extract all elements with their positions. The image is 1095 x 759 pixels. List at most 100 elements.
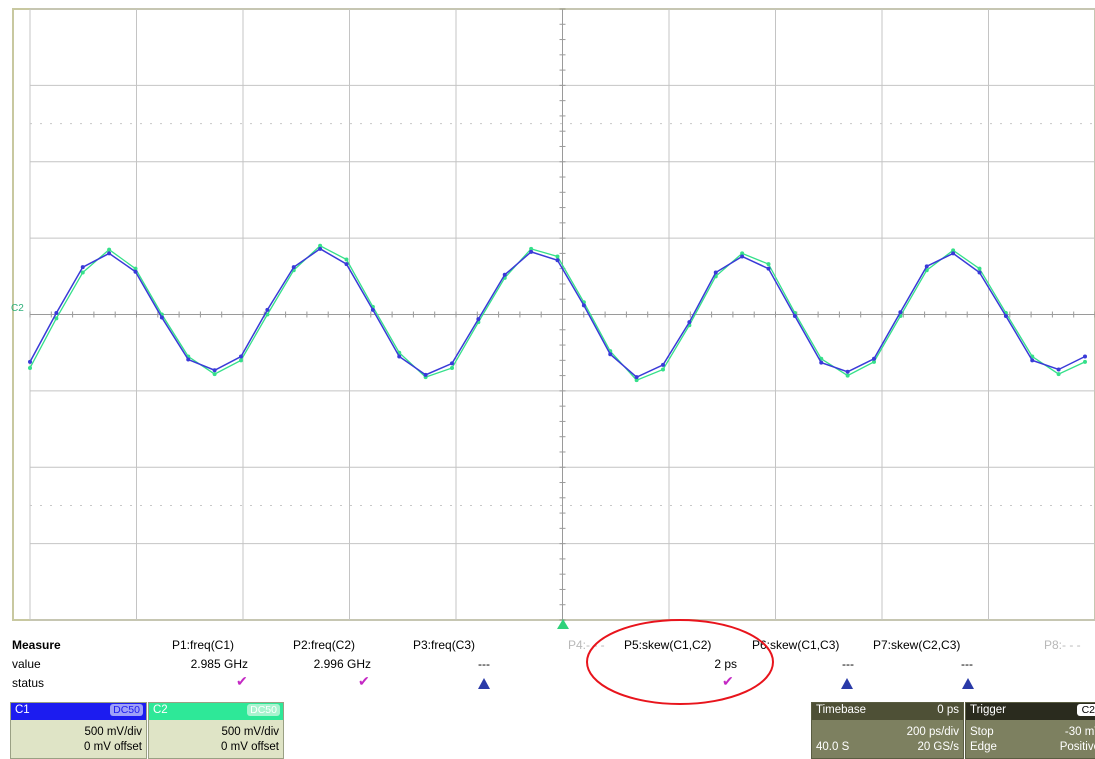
param-p6-name[interactable]: P6:skew(C1,C3): [752, 638, 840, 652]
trace-c1-point: [80, 265, 85, 270]
trigger-position-marker[interactable]: [557, 619, 569, 629]
channel-c1-coupling: DC50: [110, 704, 143, 716]
trace-c1-point: [951, 251, 956, 256]
trace-c2-point: [1056, 372, 1061, 377]
trace-c1-point: [766, 266, 771, 271]
measure-title: Measure: [12, 638, 61, 652]
channel-c1-name: C1: [15, 704, 30, 716]
trace-c1-point: [555, 258, 560, 263]
trace-c1-point: [1030, 358, 1035, 363]
trace-c2-point: [265, 312, 270, 317]
waveform-display: C2: [11, 8, 1095, 629]
trigger-mode: Stop: [970, 726, 994, 738]
trace-c1-point: [872, 356, 876, 361]
param-p7-name[interactable]: P7:skew(C2,C3): [873, 638, 961, 652]
trace-c1-point: [1056, 367, 1061, 372]
p7-status-warning-icon: [962, 678, 974, 689]
trace-c2-point: [80, 270, 85, 275]
trace-c1-point: [318, 246, 323, 251]
trace-c1-point: [819, 360, 824, 365]
trace-c2-point: [555, 254, 560, 259]
channel-c2-coupling: DC50: [247, 704, 280, 716]
trace-c1-point: [212, 368, 217, 373]
trace-c1-point: [370, 307, 375, 312]
trace-c2-point: [107, 247, 112, 252]
trace-c1-point: [186, 357, 191, 362]
channel-c2-name: C2: [153, 704, 168, 716]
param-p3-value: ---: [478, 657, 490, 671]
channel-c1-descriptor[interactable]: C1 DC50 500 mV/div 0 mV offset: [10, 702, 147, 759]
trace-c1-point: [265, 307, 270, 312]
param-p2-name[interactable]: P2:freq(C2): [293, 638, 356, 652]
trigger-type: Edge: [970, 741, 997, 753]
trace-c1-point: [450, 361, 454, 366]
channel-c2-scale: 500 mV/div: [221, 726, 279, 738]
timebase-scale: 200 ps/div: [906, 726, 959, 738]
channel-c1-offset: 0 mV offset: [84, 741, 142, 753]
param-p1-name[interactable]: P1:freq(C1): [172, 638, 235, 652]
trace-c1-point: [159, 315, 164, 320]
param-p4-name[interactable]: P4:- - -: [568, 638, 605, 652]
trace-c1-point: [687, 320, 692, 325]
trace-c1-point: [1003, 314, 1008, 319]
channel-marker-label: C2: [11, 303, 24, 314]
trace-c1-point: [28, 359, 32, 364]
trigger-panel[interactable]: Trigger C2 Stop -30 mV Edge Positive: [965, 702, 1095, 759]
trace-c2-point: [951, 248, 956, 253]
trace-c2-point: [740, 251, 745, 256]
trace-c1-point: [608, 352, 613, 357]
trace-c1-point: [898, 310, 903, 315]
trace-c1-point: [529, 249, 534, 254]
trace-c1-point: [502, 272, 507, 277]
param-p3-name[interactable]: P3:freq(C3): [413, 638, 476, 652]
trace-c1-point: [291, 265, 296, 270]
trace-c1-point: [740, 254, 745, 259]
highlight-ellipse: [586, 619, 774, 705]
trace-c1-point: [792, 314, 797, 319]
trace-c2-point: [133, 266, 138, 271]
trace-c2-point: [212, 372, 217, 377]
param-p2-value: 2.996 GHz: [313, 657, 371, 671]
trigger-level: -30 mV: [1064, 726, 1095, 738]
param-p6-value: ---: [842, 657, 854, 671]
timebase-header: Timebase 0 ps: [812, 703, 963, 720]
trace-c1-point: [423, 372, 428, 377]
trigger-source: C2: [1076, 704, 1095, 716]
trace-c1-point: [397, 354, 402, 359]
param-p1-value: 2.985 GHz: [190, 657, 248, 671]
timebase-panel[interactable]: Timebase 0 ps 200 ps/div 40.0 S 20 GS/s: [811, 702, 964, 759]
value-row-label: value: [12, 657, 41, 671]
p3-status-warning-icon: [478, 678, 490, 689]
trace-c1-point: [977, 270, 982, 275]
channel-c1-header: C1 DC50: [11, 703, 146, 720]
channel-c2-offset: 0 mV offset: [221, 741, 279, 753]
param-p7-value: ---: [961, 657, 973, 671]
trace-c2-point: [634, 378, 639, 383]
trace-c1-point: [845, 369, 850, 374]
status-row-label: status: [12, 676, 45, 690]
timebase-label: Timebase: [816, 704, 867, 716]
trace-c1-point: [54, 310, 59, 315]
traces: [28, 243, 1087, 383]
grid: [29, 8, 1095, 621]
p5-status-check-icon: ✔: [722, 673, 734, 689]
trace-c1-point: [239, 354, 243, 359]
trace-c2-point: [344, 257, 349, 262]
channel-c2-descriptor[interactable]: C2 DC50 500 mV/div 0 mV offset: [148, 702, 284, 759]
trigger-header: Trigger C2: [966, 703, 1095, 720]
p6-status-warning-icon: [841, 678, 853, 689]
trace-c2-point: [318, 243, 323, 248]
trace-c1-point: [713, 270, 718, 275]
trace-c1-point: [634, 375, 639, 380]
param-p8-name[interactable]: P8:- - -: [1044, 638, 1081, 652]
param-p5-name[interactable]: P5:skew(C1,C2): [624, 638, 712, 652]
trace-c2-point: [28, 365, 32, 370]
trace-c2-point: [54, 316, 59, 321]
trace-c1-point: [581, 303, 586, 308]
trace-c2-point: [872, 359, 876, 364]
trigger-slope: Positive: [1059, 741, 1095, 753]
trigger-label: Trigger: [970, 704, 1006, 716]
timebase-sample-rate: 20 GS/s: [917, 741, 959, 753]
trace-c2-point: [239, 358, 243, 363]
trace-c1-point: [476, 317, 481, 322]
